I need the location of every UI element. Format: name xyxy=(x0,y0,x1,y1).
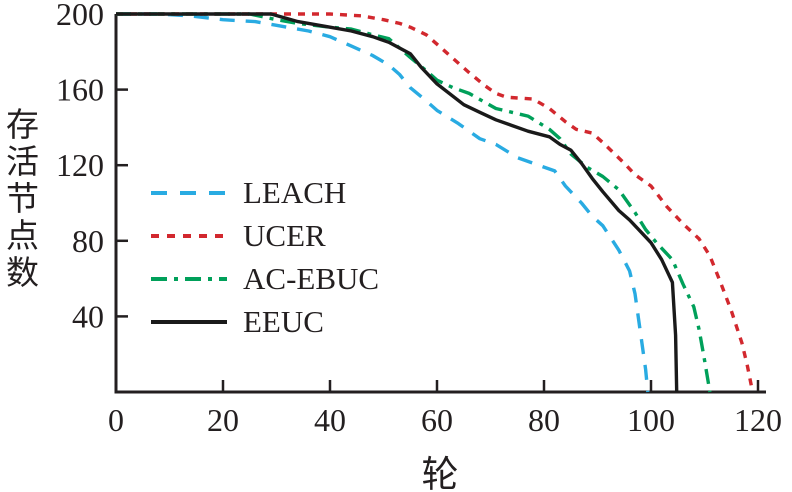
y-tick-label: 160 xyxy=(56,72,104,108)
x-tick-label: 0 xyxy=(108,402,124,438)
y-tick-label: 40 xyxy=(72,298,104,334)
x-tick-label: 60 xyxy=(421,402,453,438)
x-tick-label: 100 xyxy=(627,402,675,438)
y-axis-label-char: 节 xyxy=(6,182,39,218)
y-axis-label-char: 存 xyxy=(6,108,39,144)
legend-swatch-leach xyxy=(151,190,227,195)
x-tick-label: 120 xyxy=(734,402,782,438)
legend-swatch-ac-ebuc xyxy=(151,276,227,281)
legend-label-ac-ebuc: AC-EBUC xyxy=(243,260,380,296)
x-tick-label: 80 xyxy=(528,402,560,438)
series-ac-ebuc xyxy=(116,12,712,393)
legend-item-leach: LEACH xyxy=(150,171,379,214)
y-tick-label: 200 xyxy=(56,0,104,32)
legend-item-eeuc: EEUC xyxy=(150,300,379,343)
legend-item-ac-ebuc: AC-EBUC xyxy=(150,257,379,300)
series-ucer xyxy=(116,12,755,393)
series-leach xyxy=(116,12,650,393)
series-eeuc xyxy=(116,12,679,393)
y-axis-label-char: 活 xyxy=(6,145,39,181)
y-tick-label: 80 xyxy=(72,223,104,259)
legend-label-ucer: UCER xyxy=(243,217,326,253)
legend-swatch-ucer xyxy=(151,233,227,238)
y-axis-label: 存活节点数 xyxy=(6,108,39,293)
legend-item-ucer: UCER xyxy=(150,214,379,257)
y-tick-label: 120 xyxy=(56,147,104,183)
legend-label-leach: LEACH xyxy=(243,174,347,210)
y-axis-label-char: 点 xyxy=(6,219,39,255)
legend: LEACH UCER AC-EBUC EEUC xyxy=(150,171,379,343)
x-tick-label: 20 xyxy=(207,402,239,438)
legend-label-eeuc: EEUC xyxy=(243,303,324,339)
x-tick-label: 40 xyxy=(314,402,346,438)
x-axis-label: 轮 xyxy=(421,455,459,492)
legend-swatch-eeuc xyxy=(151,319,227,324)
y-axis-label-char: 数 xyxy=(6,256,39,292)
